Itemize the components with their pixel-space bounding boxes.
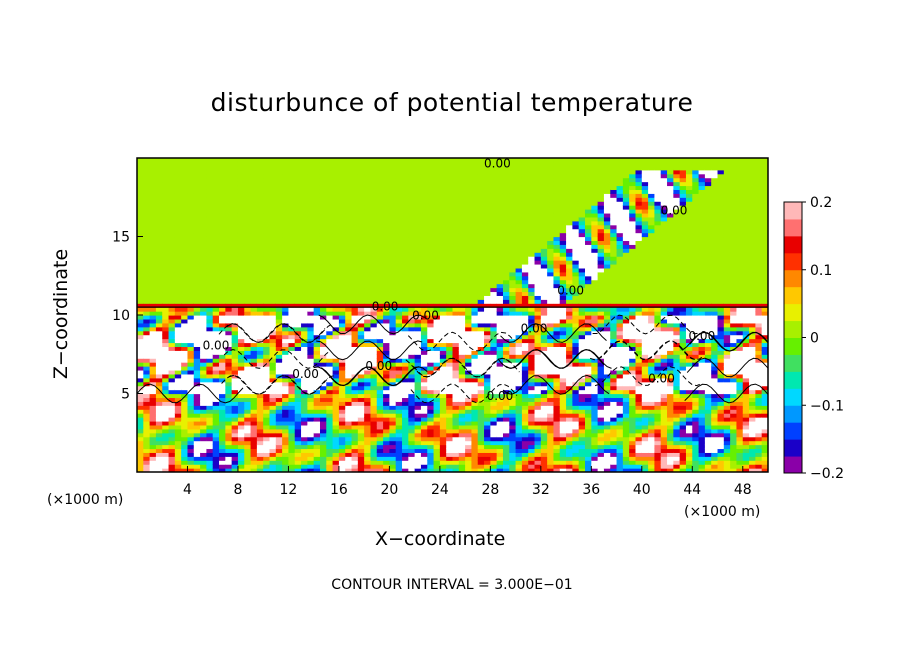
contour-label: 0.00	[484, 156, 511, 170]
colorbar-tick-label: 0.2	[810, 195, 832, 211]
x-tick-label: 12	[280, 482, 298, 498]
colorbar-swatch	[784, 337, 802, 355]
colorbar-swatch	[784, 303, 802, 322]
contour-interval-note: CONTOUR INTERVAL = 3.000E−01	[331, 577, 573, 593]
contour-line	[681, 331, 768, 352]
contour-line	[316, 340, 423, 361]
y-tick-label: 5	[121, 387, 130, 403]
y-tick-label: 10	[112, 308, 130, 324]
contour-label: 0.00	[521, 321, 548, 335]
contour-line	[592, 314, 699, 335]
contour-line	[686, 357, 768, 378]
x-tick-label: 20	[380, 482, 398, 498]
colorbar-swatch	[784, 218, 802, 237]
colorbar-swatch	[784, 235, 802, 254]
x-axis-label: X−coordinate	[375, 528, 506, 550]
x-unit-label-right: (×1000 m)	[684, 504, 761, 520]
contour-label: 0.00	[372, 299, 399, 313]
contour-line	[228, 374, 336, 395]
contour-line	[223, 348, 331, 369]
contour-line	[318, 314, 425, 335]
colorbar-tick-label: 0.1	[810, 263, 832, 279]
contour-line	[313, 366, 420, 387]
colorbar-swatch	[784, 405, 802, 423]
x-tick-label: 48	[734, 482, 752, 498]
colorbar-tick-label: 0	[810, 331, 819, 347]
y-axis: 5 10 15	[112, 230, 143, 403]
colorbar-swatch	[784, 252, 802, 271]
contour-label-group: 0.00 0.00 0.00 0.00 0.00 0.00 0.00 0.00 0.00 0.00…	[203, 156, 716, 402]
contour-label: 0.00	[203, 339, 230, 353]
colorbar-tick-label: −0.2	[810, 466, 844, 482]
x-tick-label: 8	[233, 482, 242, 498]
colorbar-swatch	[784, 354, 802, 372]
contour-line	[597, 340, 704, 361]
contour-line	[405, 357, 513, 378]
colorbar-swatch	[784, 439, 802, 457]
contour-label: 0.00	[648, 372, 675, 386]
x-tick-label: 24	[431, 482, 449, 498]
contour-label: 0.00	[557, 284, 584, 298]
x-tick-label: 40	[633, 482, 651, 498]
contour-label: 0.00	[487, 389, 514, 403]
contour-line	[226, 323, 333, 343]
colorbar-swatch	[784, 202, 802, 220]
contour-line	[137, 383, 244, 404]
x-axis: 4 8 12 16 20 24 28 32 36 40 44 48	[183, 466, 752, 498]
colorbar-swatch	[784, 269, 802, 288]
x-tick-label: 4	[183, 482, 192, 498]
colorbar-tick-label: −0.1	[810, 398, 844, 414]
heatmap-field	[137, 158, 768, 472]
contour-line	[407, 331, 515, 352]
contour-line	[497, 348, 605, 369]
x-tick-label: 36	[582, 482, 600, 498]
contour-line	[502, 374, 610, 395]
contour-line	[589, 340, 697, 361]
y-axis-label: Z−coordinate	[50, 248, 72, 380]
chart-title: disturbunce of potential temperature	[210, 88, 694, 117]
contour-line	[689, 331, 768, 352]
contour-line	[218, 323, 326, 343]
colorbar: 0.2 0.1 0 −0.1 −0.2	[783, 195, 844, 482]
x-tick-label: 28	[481, 482, 499, 498]
contour-line	[684, 383, 768, 404]
contour-label: 0.00	[365, 359, 392, 373]
colorbar-swatch	[784, 422, 802, 440]
colorbar-swatch	[784, 320, 802, 338]
contour-label: 0.00	[292, 367, 319, 381]
contour-label: 0.00	[661, 204, 688, 218]
colorbar-swatch	[784, 371, 802, 389]
contour-label: 0.00	[412, 309, 439, 323]
x-unit-label-left: (×1000 m)	[47, 492, 124, 508]
colorbar-swatch	[784, 456, 802, 474]
contour-label: 0.00	[688, 329, 715, 343]
contour-line	[410, 383, 518, 404]
contour-line	[594, 366, 702, 387]
colorbar-swatch	[784, 388, 802, 406]
contour-line	[221, 374, 328, 395]
colorbar-swatch	[784, 286, 802, 305]
contour-lines	[137, 306, 768, 404]
y-tick-label: 15	[112, 230, 130, 246]
x-tick-label: 32	[532, 482, 550, 498]
x-tick-label: 44	[683, 482, 701, 498]
contour-line	[500, 323, 607, 343]
x-tick-label: 16	[330, 482, 348, 498]
